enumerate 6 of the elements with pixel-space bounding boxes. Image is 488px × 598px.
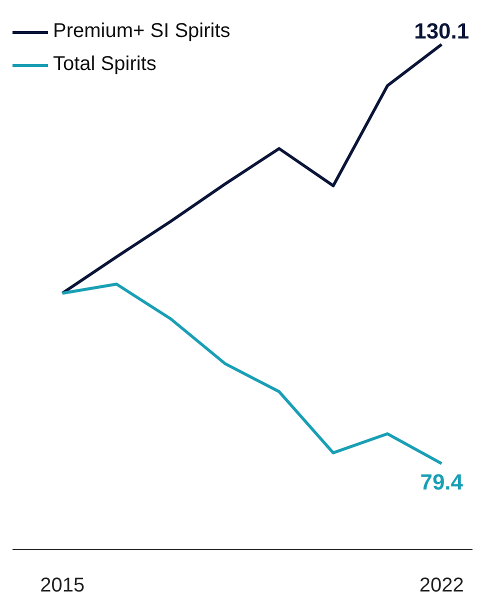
legend-label: Premium+ SI Spirits xyxy=(53,20,230,43)
x-tick-label: 2015 xyxy=(40,574,85,596)
data-label: 130.1 xyxy=(414,18,470,44)
data-label: 79.4 xyxy=(420,470,464,495)
x-tick-label: 2022 xyxy=(419,574,464,596)
legend-label: Total Spirits xyxy=(53,53,156,76)
